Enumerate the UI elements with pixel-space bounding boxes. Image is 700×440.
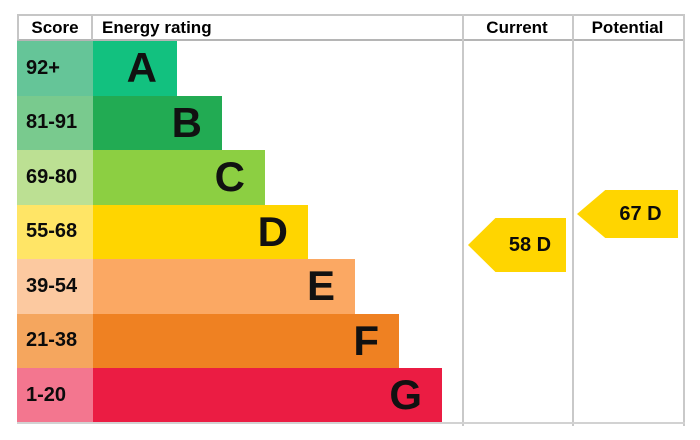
chart-header-row: Score Energy rating Current Potential — [17, 14, 685, 41]
band-row-f: 21-38 F — [17, 313, 685, 368]
table-bottom-border — [17, 422, 685, 424]
band-row-b: 81-91 B — [17, 95, 685, 150]
score-range-d: 55-68 — [26, 220, 78, 243]
band-row-c: 69-80 C — [17, 150, 685, 205]
rating-bar-g: G — [93, 368, 442, 423]
score-cell-e: 39-54 — [17, 259, 93, 314]
score-range-g: 1-20 — [26, 383, 67, 406]
score-cell-d: 55-68 — [17, 204, 93, 259]
band-letter-g: G — [389, 371, 422, 419]
band-letter-c: C — [214, 153, 245, 201]
score-cell-f: 21-38 — [17, 313, 93, 368]
band-row-a: 92+ A — [17, 41, 685, 96]
band-letter-f: F — [353, 316, 379, 364]
band-letter-a: A — [126, 44, 157, 92]
rating-bar-a: A — [93, 41, 177, 96]
rating-bar-c: C — [93, 150, 265, 205]
rating-bar-d: D — [93, 204, 308, 259]
band-letter-b: B — [171, 98, 202, 146]
score-cell-g: 1-20 — [17, 368, 93, 423]
score-cell-c: 69-80 — [17, 150, 93, 205]
potential-column-divider — [572, 14, 574, 426]
score-range-b: 81-91 — [26, 111, 78, 134]
band-row-e: 39-54 E — [17, 259, 685, 314]
score-range-c: 69-80 — [26, 165, 78, 188]
rating-bar-b: B — [93, 95, 222, 150]
table-right-border — [683, 14, 685, 426]
rating-bar-f: F — [93, 313, 399, 368]
score-range-f: 21-38 — [26, 329, 78, 352]
score-range-a: 92+ — [26, 56, 60, 79]
current-rating-value: 58 D — [508, 233, 552, 256]
header-energy-rating: Energy rating — [102, 18, 212, 37]
band-rows: 92+ A 81-91 B 69-80 C — [17, 41, 685, 423]
header-score: Score — [17, 15, 93, 40]
potential-rating-value: 67 D — [619, 202, 662, 225]
epc-chart-table: Score Energy rating Current Potential 92… — [17, 14, 685, 426]
rating-bar-e: E — [93, 259, 355, 314]
band-letter-d: D — [257, 207, 288, 255]
header-current: Current — [486, 18, 548, 37]
current-column-divider — [462, 14, 464, 426]
score-range-e: 39-54 — [26, 274, 78, 297]
band-letter-e: E — [306, 262, 335, 310]
score-cell-a: 92+ — [17, 41, 93, 96]
band-row-d: 55-68 D — [17, 204, 685, 259]
header-potential: Potential — [591, 18, 664, 37]
band-row-g: 1-20 G — [17, 368, 685, 423]
score-cell-b: 81-91 — [17, 95, 93, 150]
